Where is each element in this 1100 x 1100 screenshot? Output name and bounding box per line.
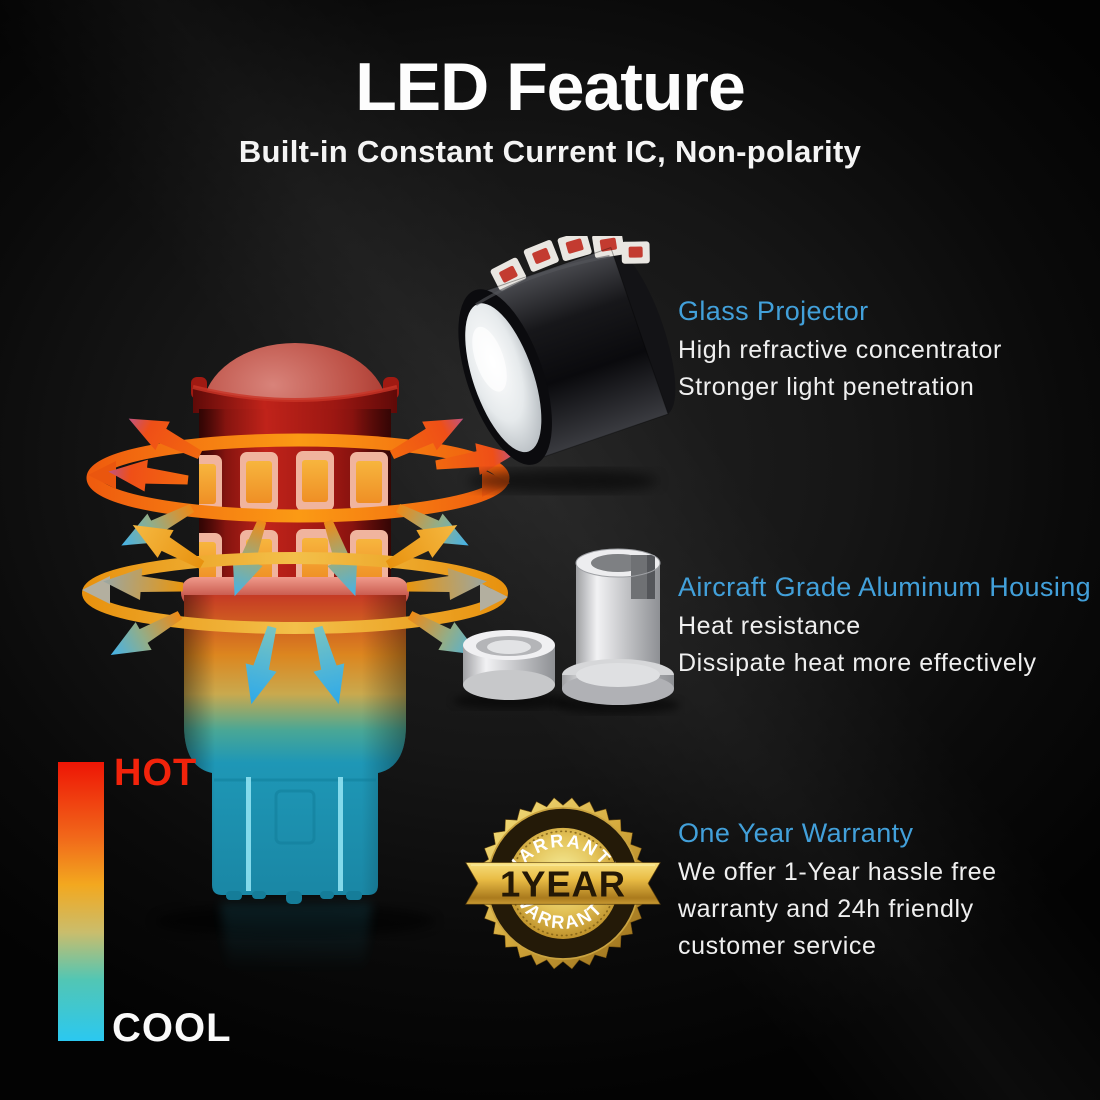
feature-line: Heat resistance: [678, 612, 861, 640]
projector-led-chips: [490, 236, 650, 291]
feature-line: Dissipate heat more effectively: [678, 649, 1037, 677]
aluminum-housing-parts: [453, 548, 680, 714]
badge-ribbon: [465, 862, 661, 905]
led-bulb-heat-dissipation-illustration: [82, 343, 518, 971]
feature-heading: Aircraft Grade Aluminum Housing: [678, 572, 1092, 602]
cool-label: COOL: [112, 1006, 232, 1050]
aluminum-cylinder: [562, 548, 674, 705]
feature-one-year-warranty: One Year Warranty We offer 1-Year hassle…: [678, 816, 1100, 965]
feature-line: We offer 1-Year hassle free: [678, 858, 997, 886]
feature-line: warranty and 24h friendly: [678, 895, 974, 923]
page-subtitle: Built-in Constant Current IC, Non-polari…: [238, 134, 862, 169]
feature-aluminum-housing: Aircraft Grade Aluminum Housing Heat res…: [678, 570, 1100, 682]
aluminum-ring: [463, 630, 555, 700]
glass-projector-lens: [458, 236, 676, 493]
badge-center-text: 1YEAR: [500, 863, 626, 904]
bulb-reflection: [155, 903, 435, 971]
thermal-gradient-bar: [58, 762, 104, 1041]
feature-heading: One Year Warranty: [678, 818, 914, 848]
hot-label: HOT: [114, 752, 198, 794]
feature-line: Stronger light penetration: [678, 373, 975, 401]
feature-glass-projector: Glass Projector High refractive concentr…: [678, 294, 1100, 406]
page-title: LED Feature: [355, 49, 746, 125]
base-teeth: [226, 891, 362, 904]
feature-heading: Glass Projector: [678, 296, 869, 326]
feature-line: High refractive concentrator: [678, 336, 1002, 364]
feature-line: customer service: [678, 932, 877, 960]
heat-ring-bottom: [82, 511, 508, 709]
one-year-warranty-badge: WARRANTY WARRANTY 1YEAR: [465, 797, 661, 970]
